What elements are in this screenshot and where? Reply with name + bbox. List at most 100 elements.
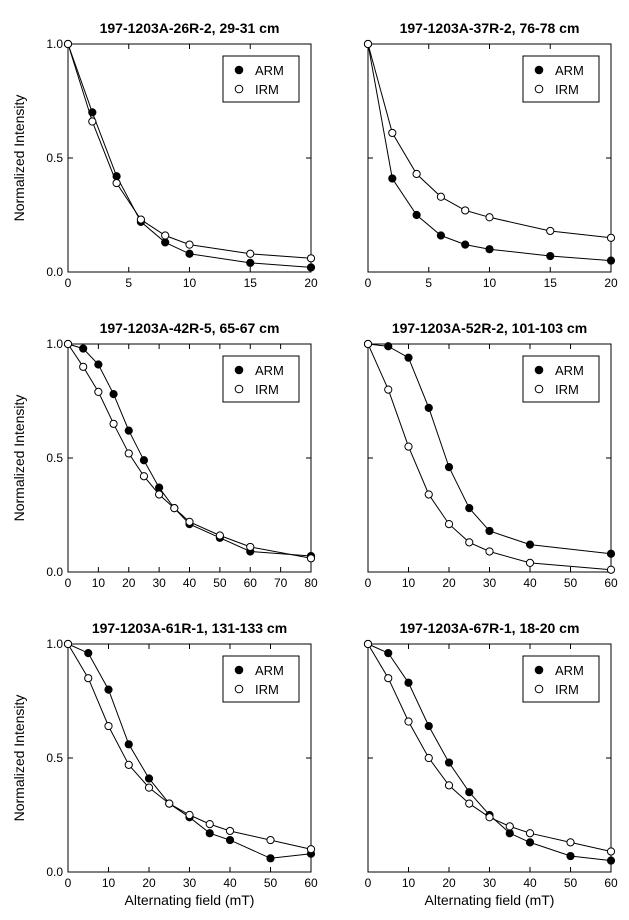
legend-marker	[534, 384, 544, 394]
data-point	[404, 717, 413, 726]
legend-label: IRM	[255, 382, 279, 397]
x-tick-label: 0	[365, 876, 372, 890]
data-point	[246, 249, 255, 258]
x-tick-label: 15	[544, 276, 558, 290]
panel-title: 197-1203A-61R-1, 131-133 cm	[92, 620, 287, 636]
x-tick-label: 60	[604, 876, 618, 890]
series-line	[367, 43, 612, 262]
legend-label: ARM	[255, 63, 284, 78]
data-point	[63, 639, 73, 649]
x-tick-label: 0	[365, 276, 372, 290]
data-point	[185, 249, 194, 258]
data-point	[84, 649, 93, 658]
x-tick-label: 20	[142, 876, 156, 890]
series-line	[67, 43, 312, 268]
x-tick-label: 15	[244, 276, 258, 290]
data-point	[404, 442, 413, 451]
data-point	[185, 240, 194, 249]
x-tick-label: 10	[402, 876, 416, 890]
data-point	[246, 542, 255, 552]
data-point	[161, 231, 170, 240]
x-tick-label: 10	[92, 576, 106, 590]
data-point	[124, 449, 133, 458]
legend-label: ARM	[255, 663, 284, 678]
data-point	[139, 472, 149, 481]
panel-4: 197-1203A-52R-2, 101-103 cm 0 10 20 30 40 50 60…	[363, 320, 618, 590]
data-point	[124, 740, 133, 749]
data-point	[124, 760, 133, 769]
panel-title: 197-1203A-42R-5, 65-67 cm	[100, 320, 280, 336]
x-tick-label: 40	[523, 876, 537, 890]
data-point	[505, 822, 514, 831]
legend-label: ARM	[555, 63, 584, 78]
x-tick-label: 0	[65, 276, 72, 290]
legend-marker	[234, 665, 244, 675]
data-point	[566, 838, 575, 847]
data-point	[606, 233, 616, 242]
legend-marker	[234, 84, 244, 94]
data-point	[144, 774, 154, 783]
x-tick-label: 60	[604, 576, 618, 590]
series-irm	[63, 39, 316, 263]
data-point	[424, 403, 433, 412]
x-tick-label: 40	[523, 576, 537, 590]
data-point	[606, 856, 616, 865]
y-tick-label: 0.5	[46, 151, 63, 165]
data-point	[185, 517, 194, 526]
data-point	[109, 419, 118, 428]
x-tick-label: 20	[304, 276, 318, 290]
data-point	[112, 178, 121, 188]
data-point	[104, 685, 113, 694]
legend-label: ARM	[555, 663, 584, 678]
data-point	[63, 339, 73, 349]
data-point	[84, 674, 93, 683]
data-point	[266, 854, 275, 863]
x-tick-label: 30	[183, 876, 197, 890]
y-tick-label: 1.0	[46, 637, 63, 651]
x-tick-label: 60	[304, 876, 318, 890]
data-point	[465, 538, 474, 547]
series-irm	[63, 639, 316, 854]
panel-6: 197-1203A-67R-1, 18-20 cm 0 10 20 30 40 50 60 Al…	[363, 620, 618, 908]
data-point	[306, 554, 316, 563]
data-point	[79, 344, 88, 353]
x-tick-label: 10	[483, 276, 497, 290]
panel-1: 197-1203A-26R-2, 29-31 cm 0 5 10 15 20 0.0 0.5 1…	[11, 20, 318, 290]
data-point	[436, 192, 445, 201]
legend-box	[522, 655, 600, 703]
x-tick-label: 60	[244, 576, 258, 590]
x-tick-label: 20	[604, 276, 618, 290]
series-line	[67, 43, 312, 259]
data-point	[444, 463, 454, 472]
data-point	[109, 390, 118, 399]
legend-label: IRM	[555, 682, 579, 697]
data-point	[505, 829, 514, 838]
legend-marker	[534, 365, 544, 375]
data-point	[94, 387, 103, 396]
data-point	[465, 788, 474, 797]
legend: ARM IRM	[522, 655, 600, 703]
data-point	[155, 490, 164, 499]
legend-marker	[234, 65, 244, 75]
legend-box	[222, 655, 300, 703]
legend-label: IRM	[255, 682, 279, 697]
x-tick-label: 0	[365, 576, 372, 590]
series-irm	[63, 339, 316, 563]
x-tick-label: 0	[65, 576, 72, 590]
series-arm	[363, 39, 616, 265]
panel-title: 197-1203A-67R-1, 18-20 cm	[400, 620, 580, 636]
series-irm	[363, 39, 616, 242]
y-axis-label: Normalized Intensity	[11, 395, 27, 522]
data-point	[465, 799, 474, 808]
data-point	[384, 385, 393, 394]
x-tick-label: 5	[125, 276, 132, 290]
data-point	[485, 245, 494, 254]
legend-marker	[534, 665, 544, 675]
data-point	[215, 531, 224, 540]
data-point	[94, 360, 103, 369]
x-tick-label: 10	[102, 876, 116, 890]
series-line	[367, 43, 612, 239]
data-point	[165, 799, 174, 808]
data-point	[606, 256, 616, 265]
